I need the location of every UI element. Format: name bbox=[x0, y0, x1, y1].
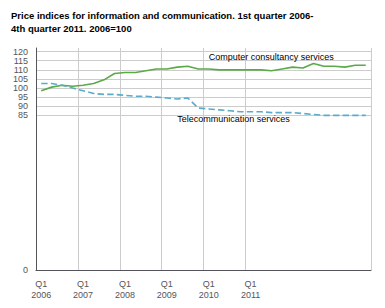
svg-text:Q1: Q1 bbox=[245, 279, 257, 289]
svg-text:0: 0 bbox=[23, 265, 28, 275]
svg-text:105: 105 bbox=[13, 74, 28, 84]
svg-text:100: 100 bbox=[13, 83, 28, 93]
svg-text:Q1: Q1 bbox=[119, 279, 131, 289]
svg-text:2010: 2010 bbox=[199, 290, 219, 300]
svg-text:110: 110 bbox=[14, 65, 28, 75]
svg-text:Q1: Q1 bbox=[35, 279, 47, 289]
svg-text:115: 115 bbox=[14, 56, 28, 66]
svg-text:2006: 2006 bbox=[31, 290, 51, 300]
svg-text:90: 90 bbox=[18, 101, 28, 111]
svg-text:85: 85 bbox=[18, 110, 28, 120]
svg-text:Price indices for information: Price indices for information and commun… bbox=[11, 10, 314, 21]
svg-text:Q1: Q1 bbox=[203, 279, 215, 289]
svg-text:Q1: Q1 bbox=[161, 279, 173, 289]
svg-text:2008: 2008 bbox=[115, 290, 135, 300]
svg-text:4th quarter 2011. 2006=100: 4th quarter 2011. 2006=100 bbox=[11, 23, 132, 34]
svg-text:2007: 2007 bbox=[73, 290, 93, 300]
svg-text:2009: 2009 bbox=[157, 290, 177, 300]
svg-text:Q1: Q1 bbox=[77, 279, 89, 289]
svg-text:120: 120 bbox=[13, 47, 28, 57]
svg-text:95: 95 bbox=[18, 92, 28, 102]
svg-text:Computer consultancy services: Computer consultancy services bbox=[209, 52, 335, 62]
svg-text:Telecommunication services: Telecommunication services bbox=[177, 114, 290, 124]
svg-text:2011: 2011 bbox=[241, 290, 260, 300]
